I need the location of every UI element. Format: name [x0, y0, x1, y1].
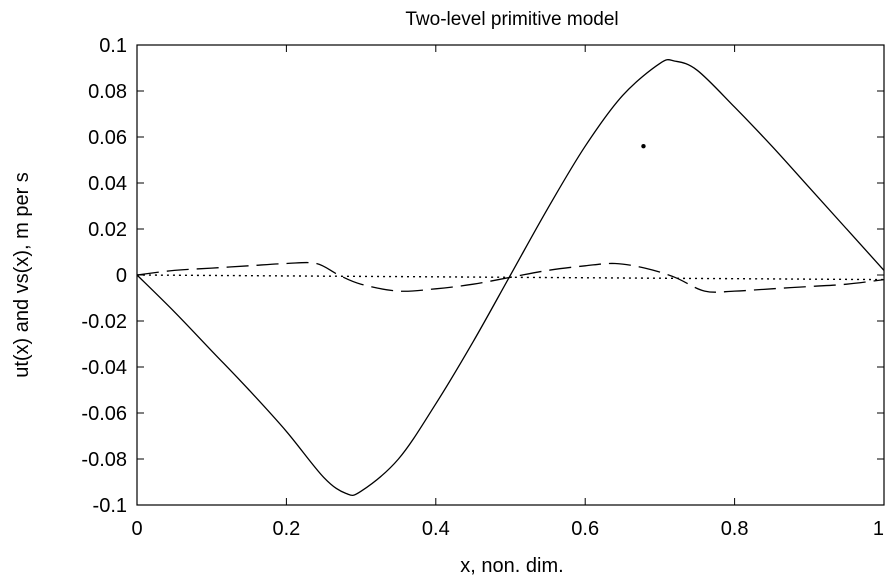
- series-layer: [136, 59, 885, 497]
- y-tick-label: -0.1: [93, 495, 127, 517]
- x-tick-label: 0: [131, 518, 142, 540]
- y-axis-label: ut(x) and vs(x), m per s: [11, 172, 33, 378]
- series-line-dotted: [136, 274, 885, 281]
- y-tick-label: -0.04: [81, 357, 127, 379]
- x-tick-label: 1: [873, 518, 884, 540]
- annotation-layer: [641, 144, 646, 149]
- y-tick-label: 0.1: [99, 35, 127, 57]
- x-tick-label: 0.2: [272, 518, 300, 540]
- y-tick-label: 0.06: [88, 127, 127, 149]
- axis-ticks: 0.1 0.08 0.06 0.04 0.02 0 -0.02 -0.04 -0.06 -0.08…: [81, 35, 885, 540]
- series-line-solid: [136, 59, 885, 497]
- y-tick-label: 0.08: [88, 81, 127, 103]
- x-tick-label: 0.8: [721, 518, 749, 540]
- y-tick-label: 0: [116, 265, 127, 287]
- y-tick-label: -0.06: [81, 403, 127, 425]
- x-tick-label: 0.6: [571, 518, 599, 540]
- x-tick-label: 0.4: [422, 518, 450, 540]
- chart-title: Two-level primitive model: [405, 9, 618, 30]
- y-tick-label: -0.02: [81, 311, 127, 333]
- x-axis-label: x, non. dim.: [460, 555, 563, 577]
- y-tick-label: -0.08: [81, 449, 127, 471]
- y-tick-label: 0.04: [88, 173, 127, 195]
- y-tick-label: 0.02: [88, 219, 127, 241]
- marker-point: [641, 144, 646, 149]
